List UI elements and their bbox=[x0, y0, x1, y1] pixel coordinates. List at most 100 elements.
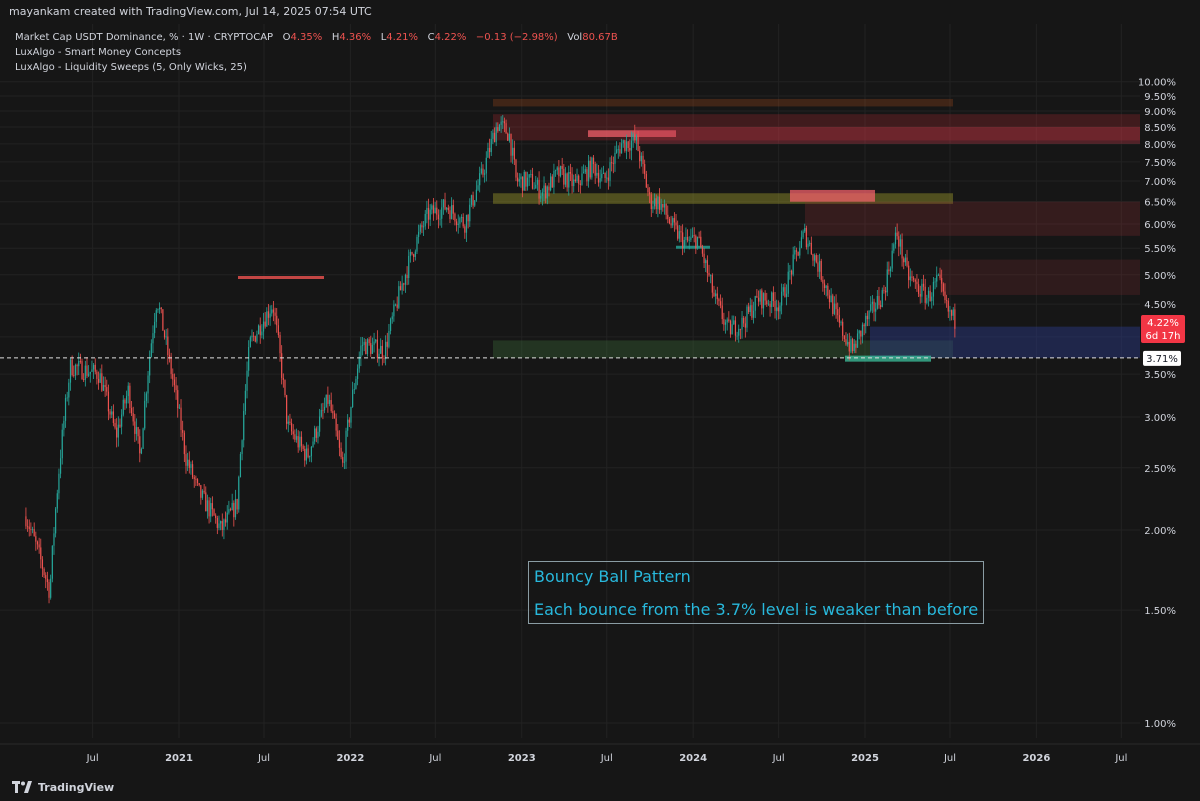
candle-body bbox=[447, 207, 449, 211]
candle-body bbox=[162, 309, 164, 331]
candle-body bbox=[462, 217, 464, 227]
candle-body bbox=[513, 147, 515, 160]
support-level-value: 3.71% bbox=[1146, 354, 1178, 365]
candle-body bbox=[406, 274, 408, 279]
candle-body bbox=[723, 319, 725, 325]
indicator-smc[interactable]: LuxAlgo - Smart Money Concepts bbox=[15, 47, 182, 58]
y-tick-label: 9.50% bbox=[1144, 92, 1176, 103]
candle-body bbox=[383, 358, 385, 360]
candle-body bbox=[317, 431, 319, 438]
candle-body bbox=[416, 236, 418, 252]
candle-body bbox=[561, 166, 563, 169]
candle-body bbox=[165, 336, 167, 338]
annotation-box[interactable]: Bouncy Ball Pattern Each bounce from the… bbox=[528, 561, 984, 624]
candle-body bbox=[724, 322, 727, 325]
candle-body bbox=[901, 239, 903, 259]
candle-body bbox=[198, 483, 200, 486]
candle-body bbox=[92, 364, 95, 370]
candle-body bbox=[832, 295, 834, 314]
tradingview-logo-icon bbox=[12, 781, 32, 793]
candle-body bbox=[361, 344, 364, 346]
candle-body bbox=[48, 582, 50, 598]
candle-body bbox=[88, 373, 90, 376]
y-tick-label: 6.50% bbox=[1144, 198, 1176, 209]
y-tick-label: 4.50% bbox=[1144, 300, 1176, 311]
candle-body bbox=[916, 281, 918, 285]
candle-body bbox=[926, 297, 928, 303]
candle-body bbox=[279, 335, 281, 354]
candle-body bbox=[106, 387, 108, 392]
liquidity-zone bbox=[493, 340, 953, 358]
candle-body bbox=[592, 157, 595, 164]
candle-body bbox=[569, 172, 572, 174]
candle-body bbox=[68, 382, 70, 398]
candle-body bbox=[386, 341, 388, 347]
tradingview-logo[interactable]: TradingView bbox=[12, 779, 114, 795]
candle-body bbox=[571, 173, 573, 187]
candle-body bbox=[807, 243, 809, 248]
candle-body bbox=[875, 308, 877, 312]
candle-body bbox=[602, 172, 605, 174]
candle-body bbox=[348, 419, 350, 423]
candle-body bbox=[437, 214, 440, 220]
candle-body bbox=[347, 419, 349, 431]
candle-body bbox=[823, 283, 826, 289]
candle-body bbox=[434, 207, 436, 214]
candle-body bbox=[840, 321, 842, 323]
candle-body bbox=[619, 149, 621, 154]
candle-body bbox=[216, 517, 218, 528]
candle-body bbox=[921, 283, 923, 297]
candle-body bbox=[59, 458, 62, 474]
x-tick-label: Jul bbox=[86, 753, 99, 764]
candle-body bbox=[673, 218, 675, 223]
candle-body bbox=[163, 330, 166, 338]
candle-body bbox=[332, 411, 334, 414]
candle-body bbox=[607, 177, 609, 181]
candle-body bbox=[154, 321, 156, 334]
candle-body bbox=[61, 429, 63, 459]
x-tick-label: 2021 bbox=[165, 753, 193, 764]
candle-body bbox=[663, 203, 666, 208]
candle-body bbox=[267, 311, 270, 318]
candle-body bbox=[185, 454, 187, 466]
y-tick-label: 5.00% bbox=[1144, 271, 1176, 282]
candle-body bbox=[484, 173, 486, 175]
candle-body bbox=[480, 168, 482, 174]
candle-body bbox=[624, 140, 626, 151]
candle-body bbox=[295, 436, 298, 440]
candle-body bbox=[248, 347, 250, 371]
candle-body bbox=[73, 375, 75, 376]
candle-body bbox=[56, 493, 58, 509]
candle-body bbox=[493, 132, 496, 143]
price-axis[interactable]: 10.00% 9.50% 9.00% 8.50% 8.00% 7.50% 7.00% 6.50… bbox=[1138, 78, 1176, 730]
candle-body bbox=[492, 132, 494, 139]
candle-body bbox=[634, 134, 636, 141]
candle-body bbox=[710, 275, 712, 277]
indicator-liquidity-sweeps[interactable]: LuxAlgo - Liquidity Sweeps (5, Only Wick… bbox=[15, 62, 247, 73]
candle-body bbox=[404, 274, 407, 285]
candle-body bbox=[290, 423, 293, 432]
candle-body bbox=[46, 578, 48, 583]
candle-body bbox=[512, 147, 514, 156]
candle-body bbox=[224, 519, 227, 523]
candle-body bbox=[203, 490, 205, 493]
candle-body bbox=[860, 330, 862, 337]
x-tick-label: 2026 bbox=[1022, 753, 1050, 764]
candle-body bbox=[639, 150, 641, 162]
candle-body bbox=[350, 407, 352, 423]
candle-body bbox=[487, 147, 489, 158]
y-tick-label: 6.00% bbox=[1144, 220, 1176, 231]
candle-body bbox=[223, 519, 225, 531]
candle-body bbox=[147, 375, 149, 394]
candle-body bbox=[269, 313, 271, 318]
candle-body bbox=[914, 279, 916, 282]
candle-body bbox=[741, 317, 743, 330]
symbol-legend[interactable]: Market Cap USDT Dominance, % · 1W · CRYP… bbox=[15, 32, 618, 43]
candle-body bbox=[63, 420, 65, 430]
candle-body bbox=[944, 291, 946, 301]
candle-body bbox=[442, 199, 444, 208]
candle-body bbox=[132, 413, 134, 422]
candle-body bbox=[781, 291, 783, 306]
time-axis[interactable]: Jul 2021 Jul 2022 Jul 2023 Jul 2024 Jul 2025 Jul 20… bbox=[86, 753, 1128, 764]
